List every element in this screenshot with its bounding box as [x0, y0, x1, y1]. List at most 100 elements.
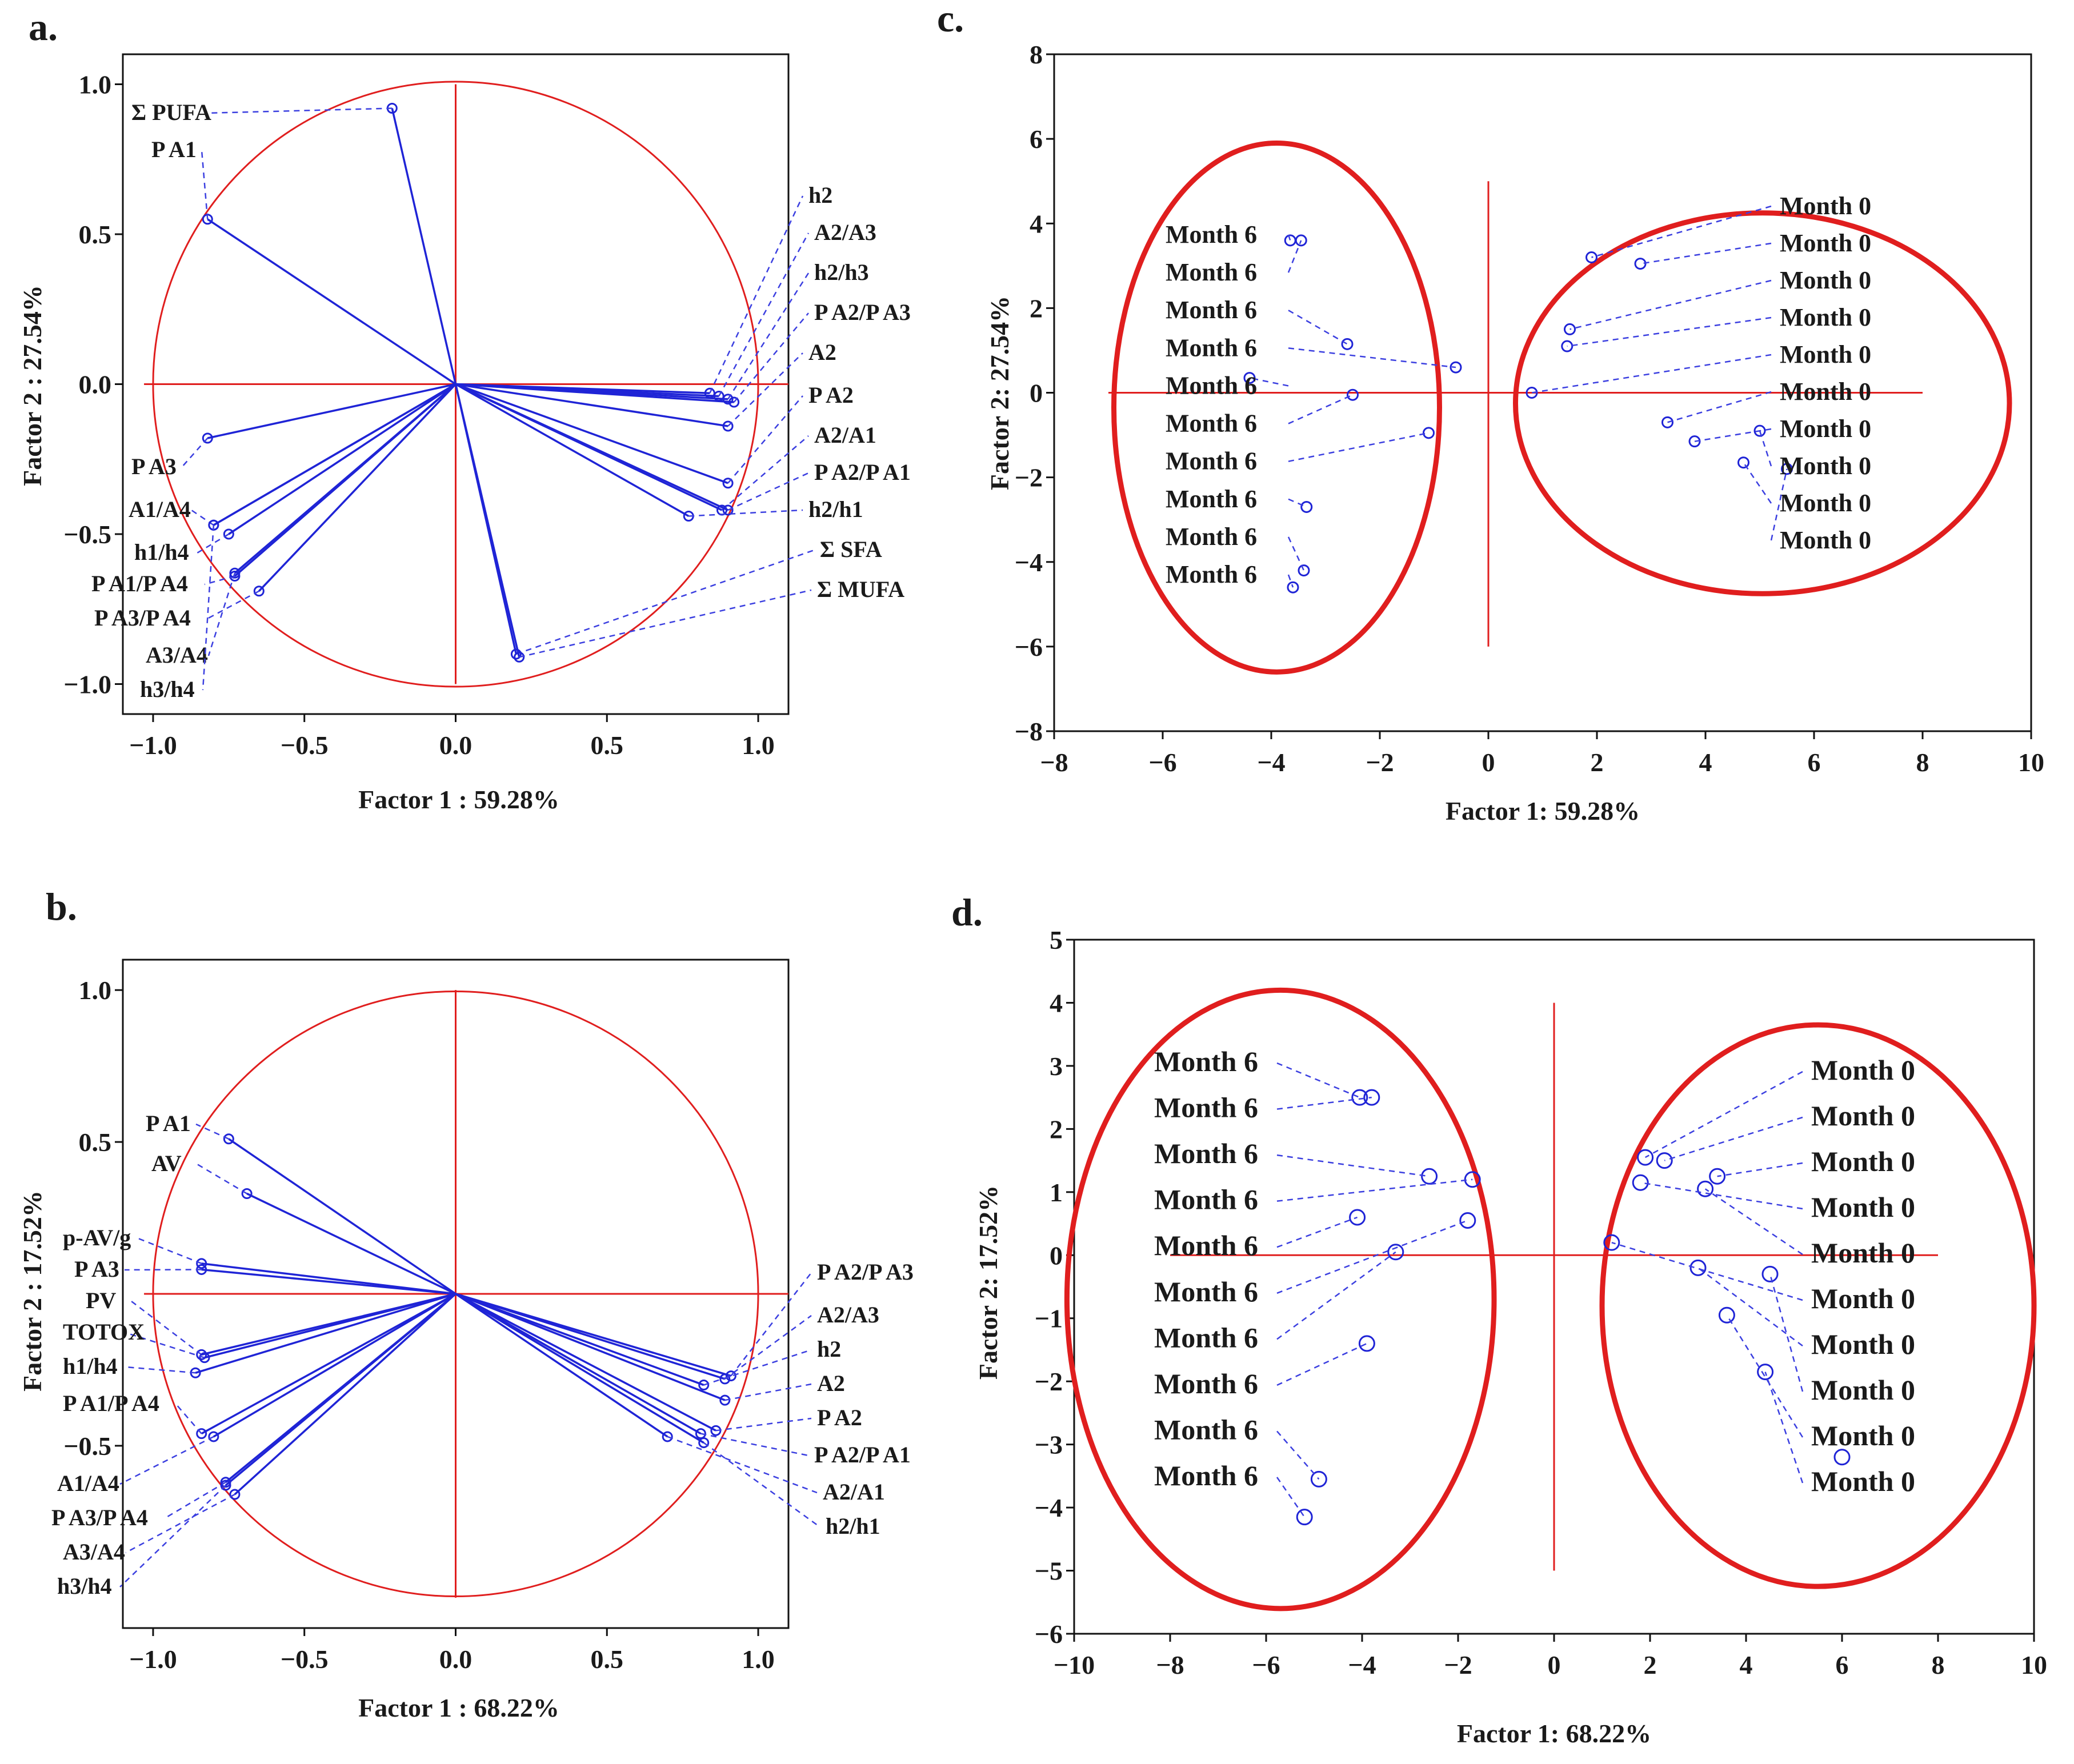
loading-marker [196, 1349, 207, 1360]
month-6-ellipse [1064, 987, 1497, 1611]
score-point [1351, 1089, 1368, 1106]
loading-vector [455, 1293, 716, 1432]
x-tick-label: −0.5 [281, 731, 329, 760]
loading-vector [207, 218, 457, 385]
label-leader-line [718, 232, 810, 397]
point-leader-line [1276, 1220, 1468, 1294]
x-tick-label: 0.0 [439, 731, 473, 760]
x-tick-label: 1.0 [742, 731, 775, 760]
variable-label: A2/A1 [814, 422, 876, 448]
label-leader-line [125, 1366, 196, 1374]
point-leader-line [1569, 279, 1772, 330]
x-tick-label: 10 [2021, 1650, 2047, 1679]
score-point [1632, 1174, 1649, 1191]
variable-label: P A2 [817, 1405, 862, 1430]
score-point [1637, 1149, 1654, 1166]
y-tick-label: −3 [1035, 1430, 1063, 1460]
month-0-label: Month 0 [1811, 1054, 1915, 1086]
label-leader-line [703, 1349, 812, 1386]
point-leader-line [1770, 468, 1788, 541]
label-leader-line [119, 1436, 214, 1485]
variable-label: h3/h4 [140, 676, 195, 702]
point-leader-line [1759, 430, 1772, 467]
variable-label: P A3/P A4 [51, 1505, 148, 1530]
y-axis-label: Factor 2: 17.52% [974, 1185, 1003, 1380]
label-leader-line [519, 589, 812, 658]
x-tick-label: −2 [1366, 748, 1394, 777]
month-6-label: Month 6 [1154, 1184, 1258, 1216]
score-point [1310, 1470, 1327, 1488]
x-tick-label: 0 [1548, 1650, 1561, 1679]
loading-vector [246, 1192, 457, 1295]
y-tick-label: −4 [1015, 548, 1043, 577]
score-point [1421, 1168, 1438, 1185]
panel-b: b. −1.0 −0.5 0.0 0.5 1.0 −0.5 0.5 1.0 Factor 1 : … [18, 885, 914, 1722]
y-tick-label: 3 [1050, 1052, 1063, 1081]
point-leader-line [1667, 391, 1772, 423]
label-leader-line [700, 1433, 809, 1457]
month-0-label: Month 0 [1780, 303, 1871, 331]
month-0-label: Month 0 [1811, 1465, 1915, 1497]
month-6-label: Month 6 [1154, 1368, 1258, 1400]
month-0-label: Month 0 [1811, 1420, 1915, 1452]
x-tick-label: 6 [1808, 748, 1821, 777]
loading-marker [223, 528, 234, 540]
x-tick-label: −6 [1148, 748, 1176, 777]
panel-a: a. −1.0 −0.5 0.0 0.5 1.0 −1.0 −0.5 0.0 0.5 1.0 Fact… [18, 5, 911, 814]
month-6-label: Month 6 [1166, 296, 1257, 324]
point-leader-line [1288, 498, 1307, 508]
label-leader-line [125, 1332, 205, 1358]
score-point [1347, 388, 1359, 401]
month-6-label: Month 6 [1166, 560, 1257, 588]
loading-vector [207, 383, 456, 439]
point-leader-line [1645, 1071, 1803, 1158]
variable-label: A3/A4 [63, 1539, 125, 1565]
y-tick-label: 0 [1050, 1241, 1063, 1270]
variable-label: A2/A1 [823, 1479, 885, 1505]
y-tick-label: 4 [1030, 209, 1043, 238]
label-leader-line [515, 549, 815, 655]
variable-label: A2 [817, 1370, 845, 1396]
variable-label: h3/h4 [57, 1573, 112, 1599]
point-leader-line [1287, 234, 1291, 241]
point-leader-line [1276, 1342, 1367, 1386]
label-leader-line [181, 438, 209, 468]
label-leader-line [724, 1314, 812, 1380]
point-leader-line [1276, 1477, 1306, 1518]
variable-label: Σ MUFA [817, 576, 904, 602]
score-point [1358, 1335, 1375, 1352]
label-leader-line [201, 150, 209, 219]
variable-label: P A3 [74, 1256, 119, 1282]
point-leader-line [1664, 1116, 1803, 1161]
point-leader-line [1694, 428, 1772, 442]
point-leader-line [1276, 1251, 1396, 1340]
label-leader-line [730, 1272, 812, 1377]
y-tick-label: −4 [1035, 1493, 1063, 1522]
variable-label: h2/h1 [808, 496, 863, 522]
month-0-label: Month 0 [1811, 1191, 1915, 1223]
month-6-label: Month 6 [1166, 485, 1257, 513]
y-tick-label: 2 [1050, 1114, 1063, 1144]
point-leader-line [1276, 1154, 1430, 1177]
score-point [1585, 251, 1597, 263]
variable-label: Σ PUFA [131, 99, 211, 125]
y-tick-label: −1 [1035, 1304, 1063, 1333]
month-0-label: Month 0 [1780, 452, 1871, 480]
variable-label: P A2/P A3 [817, 1259, 914, 1285]
point-leader-line [1276, 1178, 1473, 1202]
variable-label: A3/A4 [146, 642, 208, 668]
loading-vector [455, 383, 728, 511]
point-leader-line [1288, 432, 1429, 462]
score-point [1526, 387, 1538, 399]
x-tick-label: 10 [2018, 748, 2044, 777]
month-0-label: Month 0 [1780, 378, 1871, 406]
month-0-label: Month 0 [1780, 489, 1871, 517]
score-point [1349, 1209, 1366, 1226]
loading-marker [722, 504, 734, 516]
variable-label: h2 [808, 182, 832, 208]
variable-label: h2/h3 [814, 259, 869, 285]
score-point [1761, 1265, 1779, 1282]
point-leader-line [1287, 574, 1294, 588]
score-point [1709, 1168, 1726, 1185]
y-tick-label: 1 [1050, 1178, 1063, 1207]
